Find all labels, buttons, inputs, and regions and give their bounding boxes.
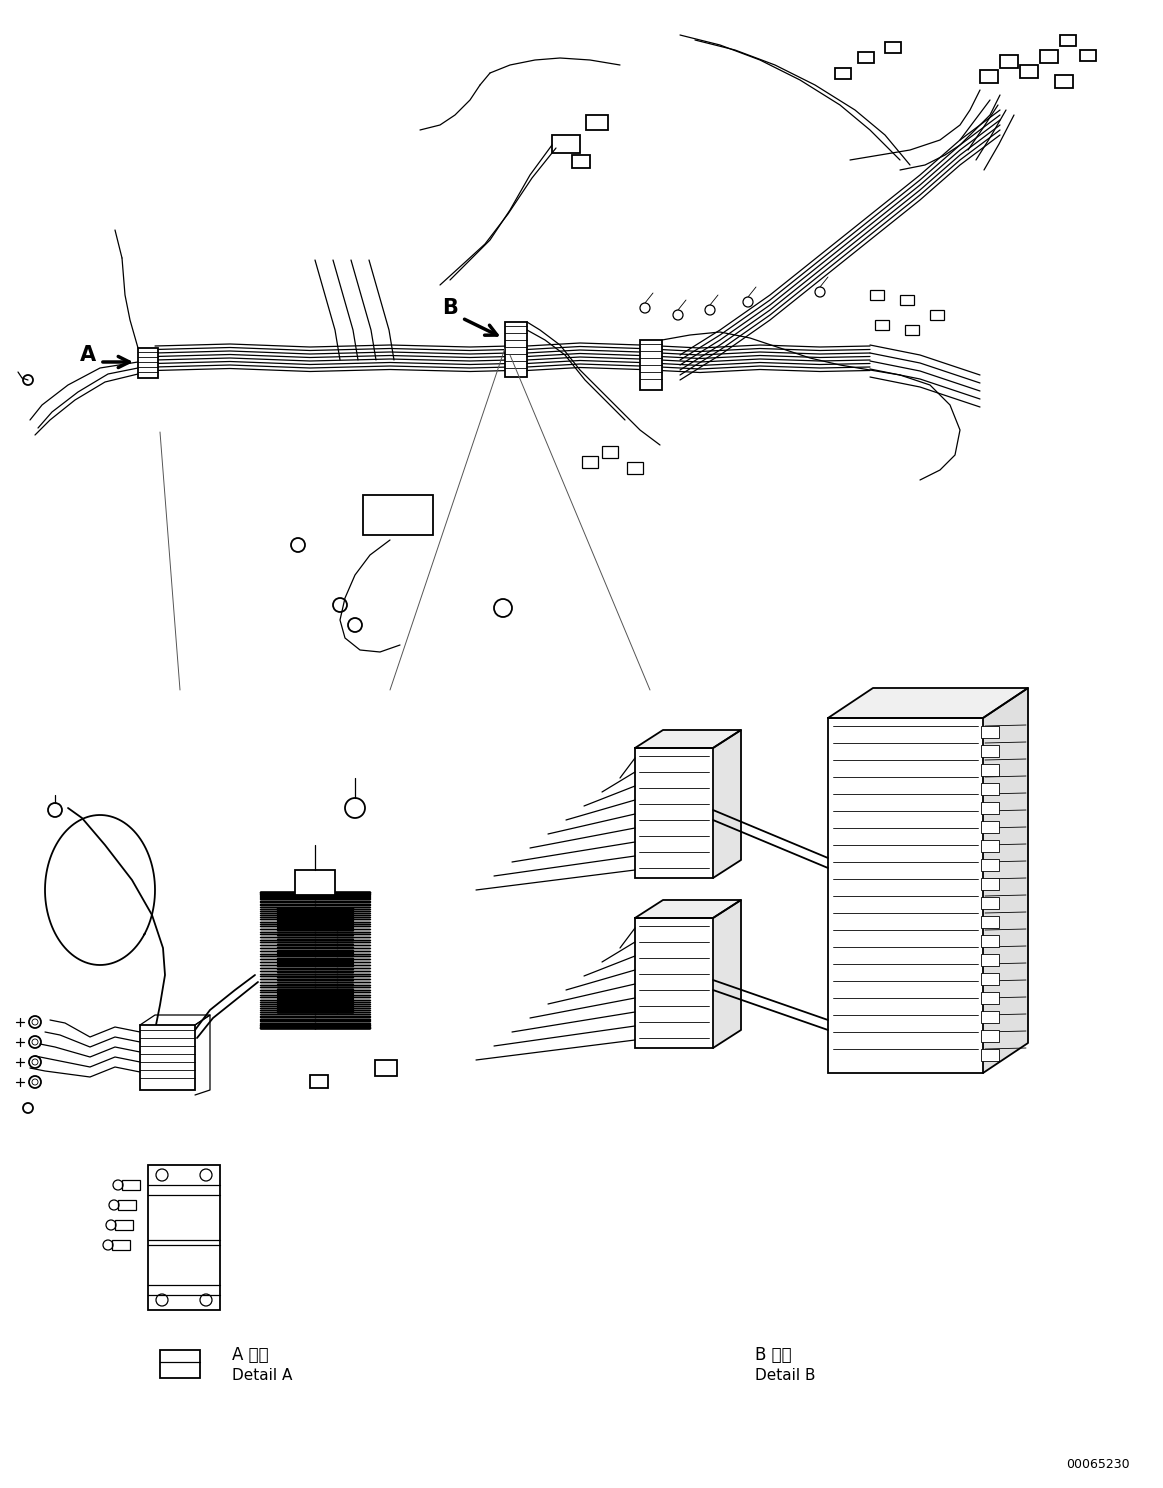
Bar: [982, 954, 999, 966]
Bar: [982, 802, 999, 814]
Bar: [982, 783, 999, 795]
Text: Detail A: Detail A: [231, 1369, 292, 1384]
Polygon shape: [635, 900, 741, 918]
Bar: [982, 745, 999, 757]
Bar: [982, 934, 999, 946]
Bar: [982, 878, 999, 890]
Text: 00065230: 00065230: [1066, 1458, 1130, 1472]
Bar: [572, 155, 590, 168]
Bar: [982, 726, 999, 738]
Bar: [640, 339, 662, 390]
Bar: [1020, 65, 1039, 77]
Bar: [112, 1240, 130, 1250]
Bar: [1040, 51, 1058, 62]
Text: B: B: [442, 298, 458, 318]
Polygon shape: [983, 687, 1028, 1073]
Bar: [1055, 74, 1073, 88]
Bar: [858, 52, 875, 62]
Bar: [1059, 36, 1076, 46]
Bar: [505, 321, 527, 376]
Bar: [982, 841, 999, 853]
Bar: [870, 290, 884, 301]
Bar: [982, 1049, 999, 1061]
Bar: [982, 821, 999, 833]
Polygon shape: [635, 731, 741, 748]
Bar: [311, 1074, 328, 1088]
Bar: [295, 870, 335, 894]
Bar: [138, 348, 158, 378]
Polygon shape: [713, 900, 741, 1048]
Bar: [602, 446, 618, 458]
Bar: [374, 1059, 397, 1076]
Bar: [875, 320, 889, 330]
Polygon shape: [713, 731, 741, 878]
Bar: [905, 324, 919, 335]
Text: A 詳細: A 詳細: [231, 1347, 269, 1364]
Bar: [982, 1010, 999, 1024]
Bar: [122, 1180, 140, 1190]
Bar: [835, 68, 851, 79]
Bar: [586, 115, 608, 129]
Bar: [635, 748, 713, 878]
Bar: [982, 973, 999, 985]
Bar: [930, 310, 944, 320]
Bar: [148, 1165, 220, 1309]
Text: A: A: [80, 345, 97, 365]
Bar: [363, 496, 433, 536]
Bar: [982, 897, 999, 909]
Bar: [627, 461, 643, 475]
Bar: [980, 70, 998, 83]
Polygon shape: [828, 687, 1028, 719]
Bar: [982, 917, 999, 929]
Bar: [900, 295, 914, 305]
Bar: [982, 859, 999, 870]
Bar: [635, 918, 713, 1048]
Bar: [828, 719, 983, 1073]
Bar: [1000, 55, 1018, 68]
Bar: [552, 135, 580, 153]
Bar: [1080, 51, 1096, 61]
Text: B 詳細: B 詳細: [755, 1347, 792, 1364]
Bar: [982, 1030, 999, 1042]
Bar: [117, 1199, 136, 1210]
Text: Detail B: Detail B: [755, 1369, 815, 1384]
Bar: [982, 763, 999, 777]
Bar: [885, 42, 901, 54]
Bar: [160, 1350, 200, 1378]
Bar: [982, 992, 999, 1004]
Bar: [140, 1025, 195, 1091]
Bar: [115, 1220, 133, 1231]
Bar: [582, 455, 598, 469]
